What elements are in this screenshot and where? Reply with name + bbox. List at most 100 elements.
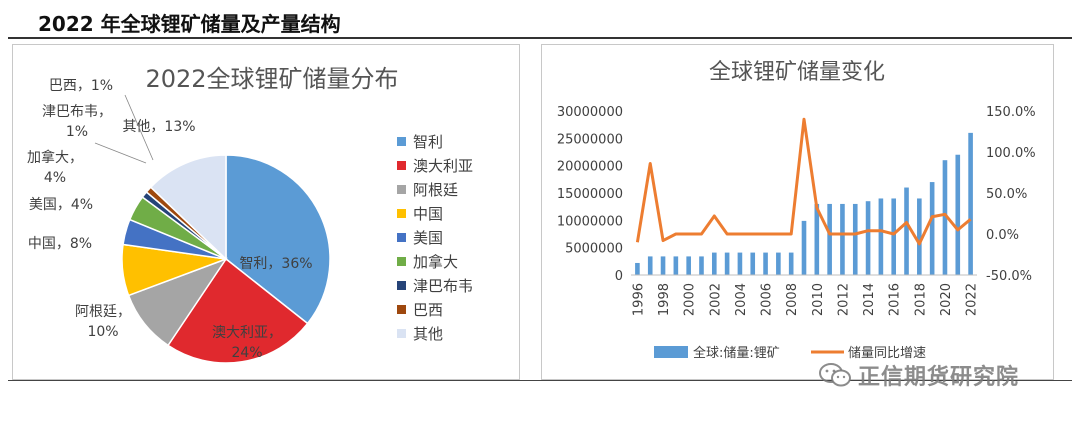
page-title: 2022 年全球锂矿储量及产量结构: [38, 12, 341, 36]
pie-legend-swatch-2: [397, 161, 406, 170]
bar-1996: [635, 262, 640, 275]
y-left-tick-6: 30000000: [557, 105, 623, 120]
pie-legend-swatch-8: [397, 305, 406, 314]
pie-legend-label-9: 其他: [413, 325, 443, 343]
pie-legend-swatch-4: [397, 209, 406, 218]
x-tick-2022: 2022: [965, 283, 980, 316]
pie-legend-label-8: 巴西: [413, 301, 443, 319]
bar-2000: [686, 256, 691, 275]
legend-label-bars: 全球:储量:锂矿: [693, 345, 780, 361]
x-tick-2006: 2006: [760, 283, 775, 316]
bar-2014: [865, 201, 871, 275]
reserve-chart-panel: 全球锂矿储量变化 0 5000000 10000000 15000000 20000000…: [541, 44, 1054, 380]
pie-legend-label-5: 美国: [413, 229, 443, 247]
bar-2006: [763, 252, 768, 275]
bar-2012: [840, 203, 845, 275]
bar-2008: [788, 252, 794, 275]
y-right-tick-3: 100.0%: [986, 146, 1036, 161]
title-divider: [8, 37, 1072, 39]
y-left-tick-3: 15000000: [557, 187, 623, 202]
pie-slice-9: [149, 154, 227, 261]
x-tick-2014: 2014: [862, 283, 877, 316]
pie-leader-zimbabwe: [94, 142, 147, 164]
pie-legend-label-1: 智利: [413, 133, 443, 151]
bar-2020: [942, 160, 948, 275]
bar-1999: [673, 256, 679, 275]
bar-2007: [776, 252, 781, 275]
x-tick-2008: 2008: [785, 283, 800, 316]
combo-chart-title: 全球锂矿储量变化: [709, 60, 885, 85]
y-left-tick-4: 20000000: [557, 160, 623, 175]
bar-2013: [852, 203, 858, 275]
pie-label-5: 美国，4%: [29, 197, 93, 213]
bottom-divider: [8, 380, 1072, 381]
bar-2016: [891, 198, 897, 275]
bar-2015: [878, 198, 884, 275]
bar-2003: [724, 252, 730, 275]
y-left-tick-1: 5000000: [565, 242, 623, 257]
pie-label-7-name: 津巴布韦，: [42, 104, 112, 120]
pie-label-9: 其他，13%: [122, 119, 195, 135]
pie-legend-label-3: 阿根廷: [413, 181, 458, 199]
y-right-tick-4: 150.0%: [986, 105, 1036, 120]
pie-label-8: 巴西，1%: [49, 78, 113, 94]
x-tick-2016: 2016: [888, 283, 903, 316]
pie-label-3-name: 阿根廷，: [75, 304, 131, 320]
pie-legend-swatch-1: [397, 137, 406, 146]
pie-chart-title: 2022全球锂矿储量分布: [145, 65, 398, 93]
watermark: 正信期货研究院: [818, 360, 1019, 390]
bar-2004: [737, 252, 743, 275]
pie-label-4: 中国，8%: [28, 236, 92, 252]
pie-legend-swatch-9: [397, 329, 406, 338]
bar-2005: [750, 252, 756, 275]
bar-1997: [647, 256, 653, 275]
bar-2019: [929, 182, 935, 275]
wechat-icon: [819, 363, 851, 387]
pie-leader-brazil: [124, 94, 154, 161]
x-tick-2000: 2000: [683, 283, 698, 316]
watermark-text: 正信期货研究院: [858, 365, 1020, 390]
legend-label-line: 储量同比增速: [848, 346, 926, 361]
legend-swatch-bars: [654, 346, 688, 358]
bar-2009: [801, 220, 807, 275]
bar-2002: [711, 252, 717, 275]
pie-label-6-value: 4%: [44, 170, 66, 186]
pie-legend-label-2: 澳大利亚: [413, 157, 473, 175]
y-left-tick-2: 10000000: [557, 214, 623, 229]
pie-legend-label-7: 津巴布韦: [413, 277, 473, 295]
pie-legend-swatch-5: [397, 233, 406, 242]
bar-1998: [660, 256, 666, 275]
y-right-tick-2: 50.0%: [986, 187, 1027, 202]
pie-legend-swatch-3: [397, 185, 406, 194]
y-right-tick-0: -50.0%: [986, 269, 1032, 284]
bar-2017: [904, 187, 909, 275]
x-tick-1998: 1998: [657, 283, 672, 316]
x-tick-2004: 2004: [734, 283, 749, 316]
x-tick-2012: 2012: [836, 283, 851, 316]
pie-label-2-value: 24%: [231, 345, 262, 361]
x-tick-1996: 1996: [631, 283, 646, 316]
reserve-combo-chart: 全球锂矿储量变化 0 5000000 10000000 15000000 20000000…: [557, 60, 1036, 361]
pie-label-7-value: 1%: [66, 124, 88, 140]
pie-chart-panel: 2022全球锂矿储量分布 智利，36% 澳大利亚， 24% 阿根廷， 10% 中国，8% 美国…: [12, 44, 520, 380]
bar-2022: [968, 132, 973, 275]
bar-2021: [955, 154, 961, 275]
x-tick-2010: 2010: [811, 283, 826, 316]
pie-legend-label-4: 中国: [413, 205, 443, 223]
x-tick-2020: 2020: [939, 283, 954, 316]
bar-2010: [814, 203, 820, 275]
pie-label-3-value: 10%: [87, 324, 118, 340]
pie-label-2-name: 澳大利亚，: [212, 325, 282, 341]
pie-legend-label-6: 加拿大: [413, 253, 458, 271]
pie-legend-swatch-6: [397, 257, 406, 266]
y-left-tick-0: 0: [615, 269, 623, 284]
x-tick-2018: 2018: [913, 283, 928, 316]
bar-2018: [917, 198, 922, 275]
pie-legend-swatch-7: [397, 281, 406, 290]
pie-slice-1: [225, 154, 331, 325]
y-right-tick-1: 0.0%: [986, 228, 1019, 243]
pie-slice-2: [167, 257, 309, 364]
header: 2022 年全球锂矿储量及产量结构: [8, 6, 1072, 39]
pie-label-6-name: 加拿大，: [27, 149, 83, 166]
